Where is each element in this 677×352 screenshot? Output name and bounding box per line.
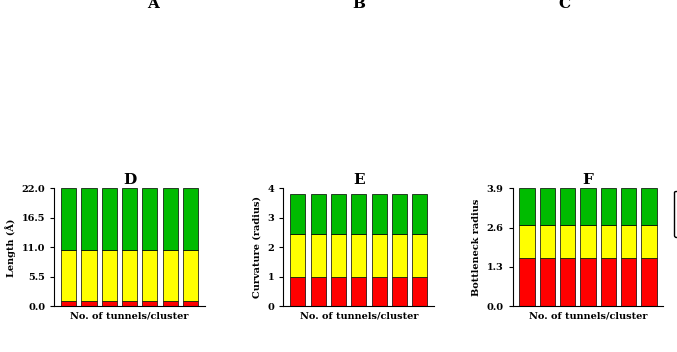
Bar	[331, 234, 346, 277]
Text: A: A	[147, 0, 159, 11]
Bar	[81, 189, 97, 250]
Bar	[61, 250, 77, 301]
Bar	[331, 277, 346, 306]
Bar	[519, 258, 535, 306]
Bar	[102, 189, 117, 250]
Bar	[641, 225, 657, 258]
Bar	[641, 189, 657, 225]
Y-axis label: Bottleneck radius: Bottleneck radius	[472, 199, 481, 296]
Bar	[81, 301, 97, 306]
Bar	[81, 250, 97, 301]
Bar	[183, 189, 198, 250]
Bar	[290, 194, 305, 234]
Bar	[290, 277, 305, 306]
Bar	[102, 301, 117, 306]
Bar	[412, 194, 427, 234]
Bar	[61, 301, 77, 306]
X-axis label: No. of tunnels/cluster: No. of tunnels/cluster	[299, 312, 418, 321]
Bar	[351, 277, 366, 306]
Title: F: F	[583, 173, 594, 187]
Bar	[560, 189, 575, 225]
Bar	[142, 250, 158, 301]
Bar	[311, 277, 326, 306]
Bar	[162, 250, 178, 301]
Bar	[102, 250, 117, 301]
Bar	[162, 189, 178, 250]
Bar	[311, 194, 326, 234]
Bar	[519, 225, 535, 258]
Bar	[580, 225, 596, 258]
Bar	[311, 234, 326, 277]
Bar	[372, 277, 387, 306]
Bar	[621, 225, 636, 258]
Bar	[142, 189, 158, 250]
Bar	[122, 189, 137, 250]
Bar	[183, 301, 198, 306]
Bar	[372, 194, 387, 234]
Bar	[122, 250, 137, 301]
Bar	[580, 189, 596, 225]
X-axis label: No. of tunnels/cluster: No. of tunnels/cluster	[529, 312, 647, 321]
Title: E: E	[353, 173, 365, 187]
Bar	[372, 234, 387, 277]
Bar	[621, 258, 636, 306]
Bar	[331, 194, 346, 234]
X-axis label: No. of tunnels/cluster: No. of tunnels/cluster	[70, 312, 189, 321]
Text: C: C	[559, 0, 571, 11]
Bar	[600, 189, 616, 225]
Bar	[540, 225, 555, 258]
Bar	[351, 234, 366, 277]
Bar	[540, 189, 555, 225]
Legend: Tunnel cluster-3, Tunnel cluster-2, Tunnel cluster-1: Tunnel cluster-3, Tunnel cluster-2, Tunn…	[674, 191, 677, 237]
Bar	[600, 258, 616, 306]
Bar	[580, 258, 596, 306]
Bar	[412, 234, 427, 277]
Y-axis label: Curvature (radius): Curvature (radius)	[253, 196, 262, 298]
Bar	[540, 258, 555, 306]
Bar	[392, 234, 407, 277]
Bar	[519, 189, 535, 225]
Bar	[290, 234, 305, 277]
Bar	[641, 258, 657, 306]
Bar	[412, 277, 427, 306]
Bar	[621, 189, 636, 225]
Bar	[392, 277, 407, 306]
Bar	[183, 250, 198, 301]
Bar	[560, 225, 575, 258]
Bar	[61, 189, 77, 250]
Bar	[162, 301, 178, 306]
Bar	[142, 301, 158, 306]
Bar	[600, 225, 616, 258]
Y-axis label: Length (Å): Length (Å)	[5, 218, 16, 277]
Bar	[122, 301, 137, 306]
Title: D: D	[123, 173, 136, 187]
Bar	[392, 194, 407, 234]
Bar	[560, 258, 575, 306]
Bar	[351, 194, 366, 234]
Text: B: B	[352, 0, 366, 11]
